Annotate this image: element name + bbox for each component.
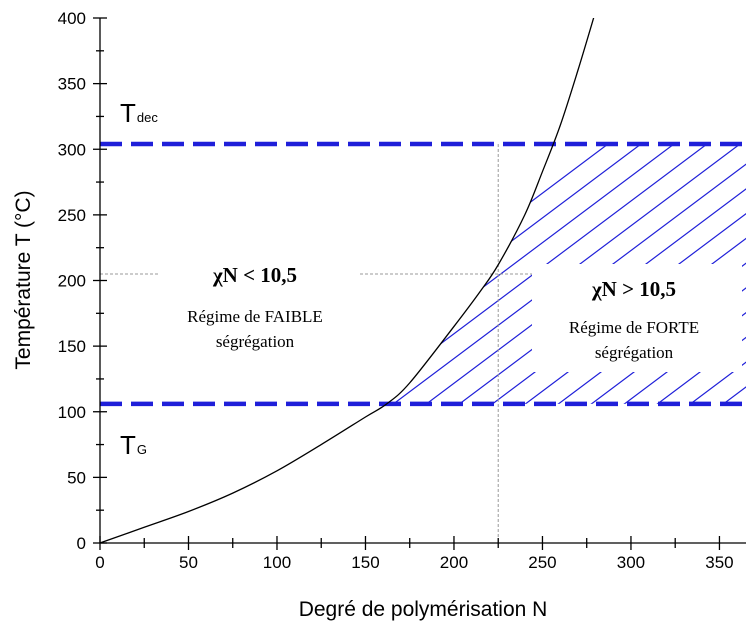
weak-segregation-line2: ségrégation <box>216 332 295 351</box>
tdec-sub: dec <box>137 110 158 125</box>
strong-segregation-line2: ségrégation <box>595 343 674 362</box>
x-tick-label: 350 <box>705 553 733 572</box>
odt-curve <box>100 18 595 543</box>
y-tick-label: 150 <box>58 337 86 356</box>
x-tick-label: 100 <box>263 553 291 572</box>
x-tick-label: 0 <box>95 553 104 572</box>
tdec-label: Tdec <box>120 98 158 128</box>
tg-label: TG <box>120 430 147 460</box>
y-tick-label: 0 <box>77 534 86 553</box>
x-tick-label: 250 <box>528 553 556 572</box>
x-tick-label: 50 <box>179 553 198 572</box>
left-annotation-bg <box>158 258 358 358</box>
strong-segregation-line1: Régime de FORTE <box>569 318 699 337</box>
y-tick-label: 50 <box>67 468 86 487</box>
x-tick-label: 300 <box>617 553 645 572</box>
tg-sub: G <box>137 442 147 457</box>
y-tick-label: 350 <box>58 75 86 94</box>
x-tick-label: 150 <box>351 553 379 572</box>
y-tick-label: 200 <box>58 272 86 291</box>
temperature-limit-lines <box>100 141 746 407</box>
y-tick-label: 400 <box>58 9 86 28</box>
x-tick-label: 200 <box>440 553 468 572</box>
weak-segregation-line1: Régime de FAIBLE <box>187 307 323 326</box>
right-annotation-bg <box>532 264 742 372</box>
hatch-line <box>386 144 746 404</box>
y-axis-title: Température T (°C) <box>12 190 35 369</box>
y-tick-label: 300 <box>58 140 86 159</box>
y-tick-label: 250 <box>58 206 86 225</box>
strong-segregation-equation: χN > 10,5 <box>591 277 676 301</box>
x-axis-title: Degré de polymérisation N <box>299 598 548 621</box>
tdec-main: T <box>120 98 136 128</box>
tg-main: T <box>120 430 136 460</box>
weak-segregation-equation: χN < 10,5 <box>212 263 297 287</box>
x-ticks: 0 50 100 150 200 250 300 350 <box>95 536 734 572</box>
y-ticks: 0 50 100 150 200 250 300 350 400 <box>58 9 107 553</box>
y-tick-label: 100 <box>58 403 86 422</box>
